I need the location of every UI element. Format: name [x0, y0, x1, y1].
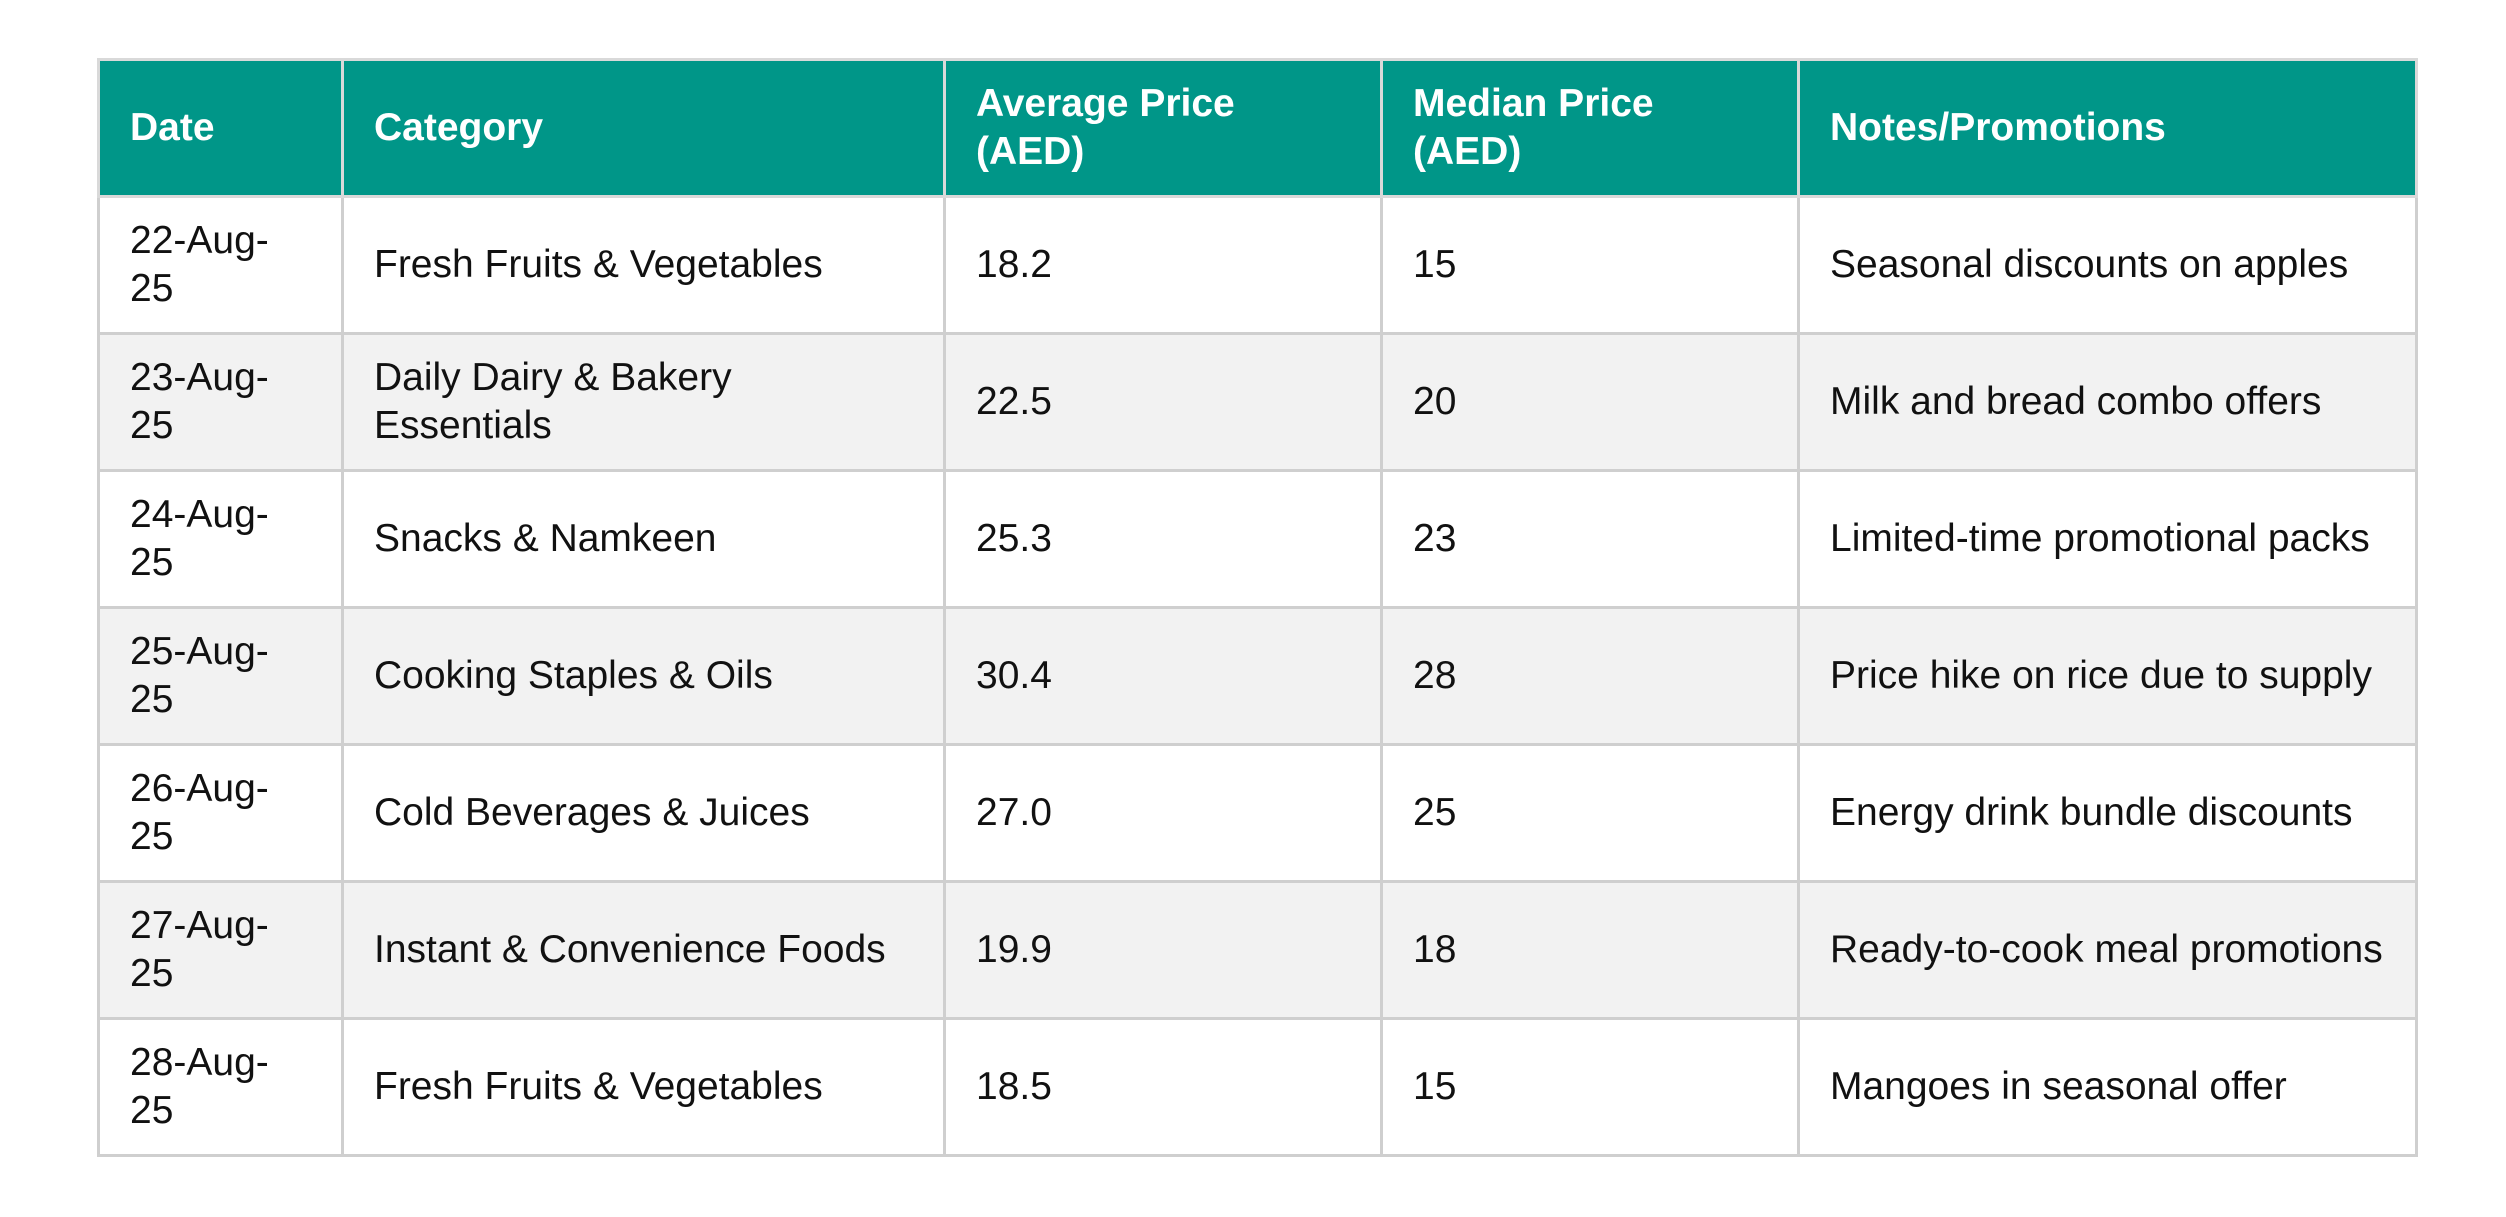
average-price-value: 30.4: [976, 654, 1052, 697]
median-price-cell: 15: [1380, 195, 1800, 335]
notes-value: Energy drink bundle discounts: [1830, 791, 2353, 834]
date-value: 26-Aug-25: [130, 767, 269, 858]
header-date-label: Date: [130, 106, 215, 149]
notes-cell: Seasonal discounts on apples: [1797, 195, 2418, 335]
average-price-value: 18.2: [976, 243, 1052, 286]
notes-value: Milk and bread combo offers: [1830, 380, 2322, 423]
category-value: Fresh Fruits & Vegetables: [374, 243, 823, 286]
date-cell: 27-Aug-25: [97, 880, 344, 1020]
notes-value: Price hike on rice due to supply: [1830, 654, 2372, 697]
category-cell: Cold Beverages & Juices: [341, 743, 946, 883]
average-price-value: 22.5: [976, 380, 1052, 423]
category-value: Cooking Staples & Oils: [374, 654, 773, 697]
notes-cell: Limited-time promotional packs: [1797, 469, 2418, 609]
average-price-cell: 18.2: [943, 195, 1383, 335]
average-price-cell: 19.9: [943, 880, 1383, 1020]
average-price-cell: 22.5: [943, 332, 1383, 472]
category-cell: Instant & Convenience Foods: [341, 880, 946, 1020]
median-price-value: 28: [1413, 654, 1457, 697]
notes-cell: Milk and bread combo offers: [1797, 332, 2418, 472]
average-price-value: 19.9: [976, 928, 1052, 971]
category-value: Instant & Convenience Foods: [374, 928, 886, 971]
average-price-cell: 30.4: [943, 606, 1383, 746]
notes-cell: Ready-to-cook meal promotions: [1797, 880, 2418, 1020]
category-cell: Cooking Staples & Oils: [341, 606, 946, 746]
header-median-price-label: Median Price (AED): [1413, 82, 1654, 173]
table-row: 23-Aug-25 Daily Dairy & Bakery Essentials…: [97, 332, 2418, 472]
median-price-cell: 15: [1380, 1017, 1800, 1157]
notes-cell: Mangoes in seasonal offer: [1797, 1017, 2418, 1157]
median-price-value: 20: [1413, 380, 1457, 423]
table-body: 22-Aug-25 Fresh Fruits & Vegetables 18.2 15…: [97, 195, 2418, 1157]
date-value: 28-Aug-25: [130, 1041, 269, 1132]
median-price-cell: 28: [1380, 606, 1800, 746]
median-price-cell: 20: [1380, 332, 1800, 472]
date-cell: 24-Aug-25: [97, 469, 344, 609]
table-row: 22-Aug-25 Fresh Fruits & Vegetables 18.2 15…: [97, 195, 2418, 335]
median-price-value: 23: [1413, 517, 1457, 560]
notes-value: Seasonal discounts on apples: [1830, 243, 2349, 286]
median-price-value: 15: [1413, 243, 1457, 286]
header-category: Category: [341, 58, 946, 198]
date-value: 22-Aug-25: [130, 219, 269, 310]
notes-cell: Price hike on rice due to supply: [1797, 606, 2418, 746]
date-cell: 23-Aug-25: [97, 332, 344, 472]
median-price-cell: 23: [1380, 469, 1800, 609]
table-row: 25-Aug-25 Cooking Staples & Oils 30.4 28 Pri…: [97, 606, 2418, 746]
category-cell: Snacks & Namkeen: [341, 469, 946, 609]
header-median-price: Median Price (AED): [1380, 58, 1800, 198]
median-price-value: 25: [1413, 791, 1457, 834]
date-cell: 25-Aug-25: [97, 606, 344, 746]
header-notes-promotions-label: Notes/Promotions: [1830, 106, 2166, 149]
table-header: Date Category Average Price (AED) Median…: [97, 58, 2418, 198]
average-price-cell: 25.3: [943, 469, 1383, 609]
header-average-price: Average Price (AED): [943, 58, 1383, 198]
category-cell: Daily Dairy & Bakery Essentials: [341, 332, 946, 472]
header-average-price-label: Average Price (AED): [976, 82, 1235, 173]
median-price-value: 15: [1413, 1065, 1457, 1108]
average-price-value: 25.3: [976, 517, 1052, 560]
date-value: 23-Aug-25: [130, 356, 269, 447]
date-cell: 28-Aug-25: [97, 1017, 344, 1157]
notes-value: Mangoes in seasonal offer: [1830, 1065, 2287, 1108]
header-category-label: Category: [374, 106, 544, 149]
median-price-value: 18: [1413, 928, 1457, 971]
average-price-value: 18.5: [976, 1065, 1052, 1108]
header-date: Date: [97, 58, 344, 198]
table-row: 27-Aug-25 Instant & Convenience Foods 19.9…: [97, 880, 2418, 1020]
category-value: Snacks & Namkeen: [374, 517, 717, 560]
table-row: 28-Aug-25 Fresh Fruits & Vegetables 18.5 15…: [97, 1017, 2418, 1157]
median-price-cell: 18: [1380, 880, 1800, 1020]
notes-value: Ready-to-cook meal promotions: [1830, 928, 2383, 971]
notes-cell: Energy drink bundle discounts: [1797, 743, 2418, 883]
average-price-cell: 18.5: [943, 1017, 1383, 1157]
date-cell: 26-Aug-25: [97, 743, 344, 883]
category-cell: Fresh Fruits & Vegetables: [341, 195, 946, 335]
category-value: Cold Beverages & Juices: [374, 791, 810, 834]
date-cell: 22-Aug-25: [97, 195, 344, 335]
category-cell: Fresh Fruits & Vegetables: [341, 1017, 946, 1157]
median-price-cell: 25: [1380, 743, 1800, 883]
average-price-value: 27.0: [976, 791, 1052, 834]
category-value: Fresh Fruits & Vegetables: [374, 1065, 823, 1108]
header-notes-promotions: Notes/Promotions: [1797, 58, 2418, 198]
header-row: Date Category Average Price (AED) Median…: [97, 58, 2418, 198]
table-row: 26-Aug-25 Cold Beverages & Juices 27.0 25 En…: [97, 743, 2418, 883]
date-value: 24-Aug-25: [130, 493, 269, 584]
table-row: 24-Aug-25 Snacks & Namkeen 25.3 23 Limited-t…: [97, 469, 2418, 609]
average-price-cell: 27.0: [943, 743, 1383, 883]
price-table: Date Category Average Price (AED) Median…: [97, 58, 2418, 1157]
notes-value: Limited-time promotional packs: [1830, 517, 2370, 560]
category-value: Daily Dairy & Bakery Essentials: [374, 356, 732, 447]
date-value: 27-Aug-25: [130, 904, 269, 995]
date-value: 25-Aug-25: [130, 630, 269, 721]
